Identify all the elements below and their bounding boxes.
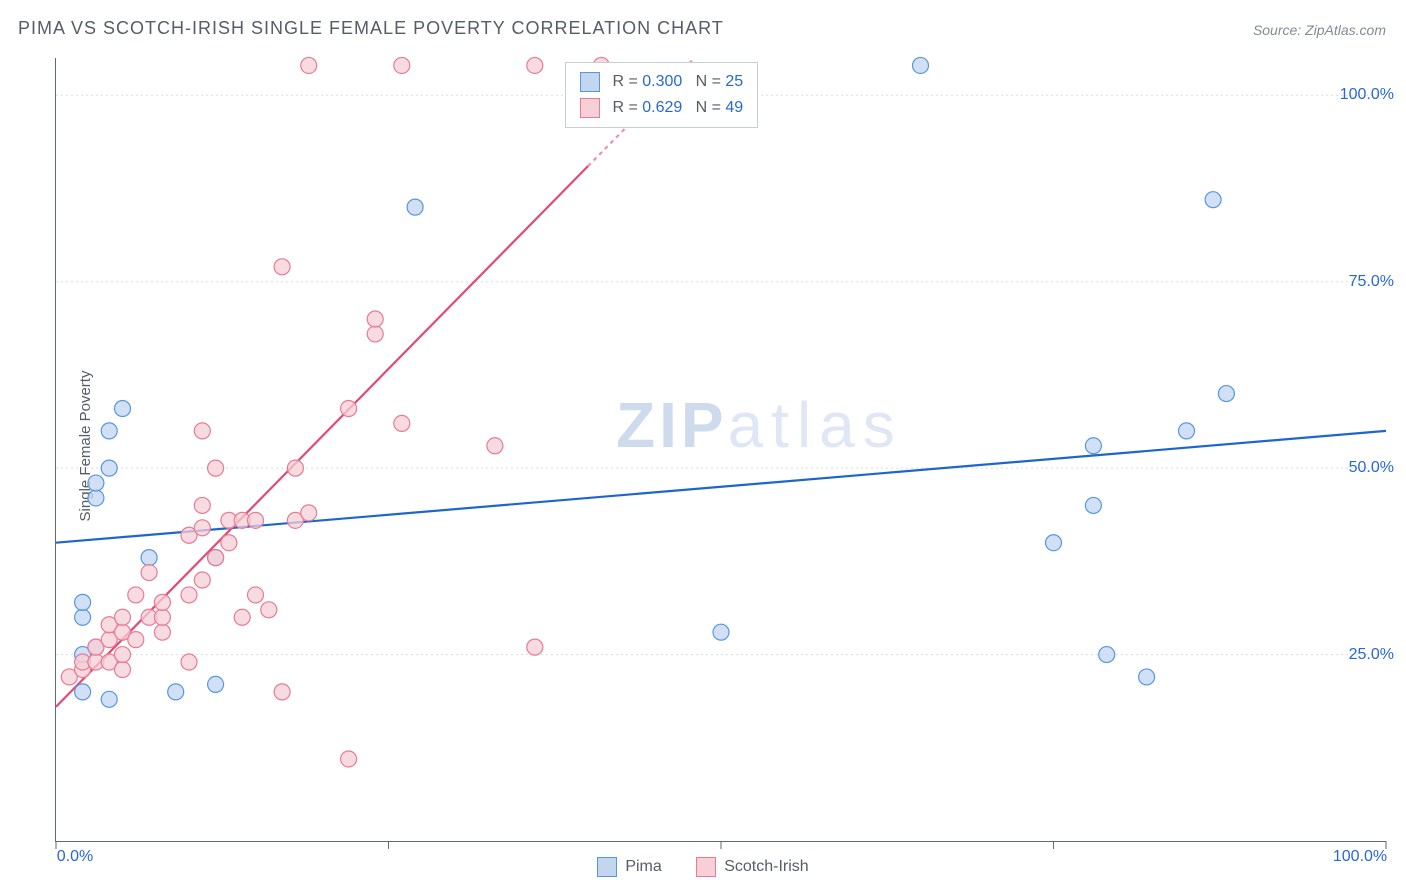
n-value-scotch: 49: [725, 95, 743, 121]
swatch-scotch: [580, 98, 600, 118]
ytick-label: 75.0%: [1349, 273, 1394, 291]
swatch-scotch-icon: [696, 857, 716, 877]
chart-title: PIMA VS SCOTCH-IRISH SINGLE FEMALE POVER…: [18, 18, 724, 39]
ytick-label: 100.0%: [1340, 86, 1394, 104]
xtick-label: 100.0%: [1333, 848, 1387, 866]
r-value-pima: 0.300: [642, 69, 682, 95]
xtick-label: 0.0%: [57, 848, 93, 866]
corr-row-scotch: R = 0.629 N = 49: [580, 95, 743, 121]
correlation-legend: R = 0.300 N = 25 R = 0.629 N = 49: [565, 62, 758, 128]
ytick-label: 50.0%: [1349, 459, 1394, 477]
legend-bottom: Pima Scotch-Irish: [0, 857, 1406, 882]
n-value-pima: 25: [725, 69, 743, 95]
source-label: Source: ZipAtlas.com: [1253, 22, 1386, 38]
plot-area: ZIPatlas: [55, 58, 1386, 842]
legend-label-pima: Pima: [625, 858, 661, 876]
legend-label-scotch: Scotch-Irish: [724, 858, 808, 876]
swatch-pima-icon: [597, 857, 617, 877]
legend-item-scotch: Scotch-Irish: [696, 857, 808, 877]
chart-container: PIMA VS SCOTCH-IRISH SINGLE FEMALE POVER…: [0, 0, 1406, 892]
r-value-scotch: 0.629: [642, 95, 682, 121]
swatch-pima: [580, 72, 600, 92]
legend-item-pima: Pima: [597, 857, 661, 877]
ytick-label: 25.0%: [1349, 646, 1394, 664]
corr-row-pima: R = 0.300 N = 25: [580, 69, 743, 95]
scatter-svg: [56, 58, 1386, 841]
